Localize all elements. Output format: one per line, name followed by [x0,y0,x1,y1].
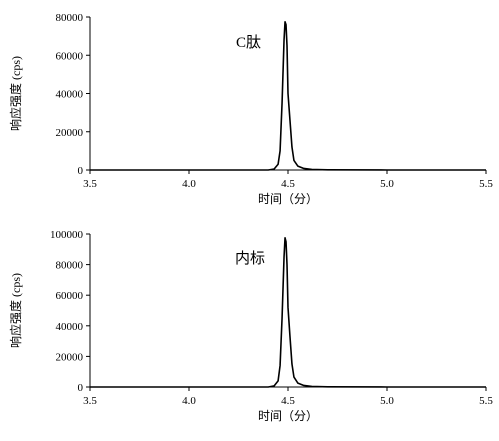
x-tick-label: 4.5 [281,178,295,190]
x-tick-label: 4.0 [182,178,196,190]
y-axis-title: 响应强度 (cps) [8,56,23,131]
y-tick-label: 80000 [56,12,84,24]
y-tick-label: 0 [78,165,84,177]
x-tick-label: 4.5 [281,395,295,407]
x-tick-label: 5.5 [479,178,493,190]
y-tick-label: 60000 [56,290,84,302]
y-tick-label: 20000 [56,351,84,363]
y-tick-label: 20000 [56,127,84,139]
x-tick-label: 3.5 [83,178,97,190]
peak-annotation: C肽 [236,34,261,51]
y-tick-label: 100000 [50,229,84,241]
y-tick-label: 60000 [56,50,84,62]
peak-annotation: 内标 [235,250,265,267]
x-axis-title: 时间（分） [258,409,318,423]
y-tick-label: 40000 [56,321,84,333]
y-axis-title: 响应强度 (cps) [8,273,23,348]
series-line [90,20,486,171]
y-tick-label: 40000 [56,89,84,101]
x-tick-label: 4.0 [182,395,196,407]
y-tick-label: 0 [78,382,84,394]
x-tick-label: 3.5 [83,395,97,407]
x-tick-label: 5.0 [380,395,394,407]
x-tick-label: 5.0 [380,178,394,190]
x-axis-title: 时间（分） [258,192,318,206]
series-line [90,237,486,388]
x-tick-label: 5.5 [479,395,493,407]
y-tick-label: 80000 [56,260,84,272]
